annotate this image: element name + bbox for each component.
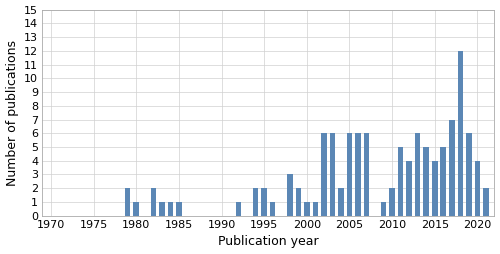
Bar xyxy=(415,133,420,216)
Bar xyxy=(346,133,352,216)
Bar xyxy=(150,188,156,216)
Y-axis label: Number of publications: Number of publications xyxy=(6,40,18,186)
Bar xyxy=(125,188,130,216)
Bar xyxy=(176,202,182,216)
Bar xyxy=(474,161,480,216)
Bar xyxy=(381,202,386,216)
Bar xyxy=(398,147,404,216)
Bar xyxy=(270,202,276,216)
X-axis label: Publication year: Publication year xyxy=(218,235,318,248)
Bar xyxy=(312,202,318,216)
Bar xyxy=(483,188,488,216)
Bar xyxy=(449,120,454,216)
Bar xyxy=(364,133,370,216)
Bar xyxy=(390,188,395,216)
Bar xyxy=(253,188,258,216)
Bar xyxy=(262,188,267,216)
Bar xyxy=(236,202,242,216)
Bar xyxy=(287,174,292,216)
Bar xyxy=(355,133,361,216)
Bar xyxy=(406,161,412,216)
Bar xyxy=(168,202,173,216)
Bar xyxy=(330,133,335,216)
Bar xyxy=(134,202,139,216)
Bar xyxy=(321,133,326,216)
Bar xyxy=(424,147,429,216)
Bar xyxy=(466,133,471,216)
Bar xyxy=(296,188,301,216)
Bar xyxy=(440,147,446,216)
Bar xyxy=(432,161,438,216)
Bar xyxy=(159,202,164,216)
Bar xyxy=(304,202,310,216)
Bar xyxy=(458,51,463,216)
Bar xyxy=(338,188,344,216)
